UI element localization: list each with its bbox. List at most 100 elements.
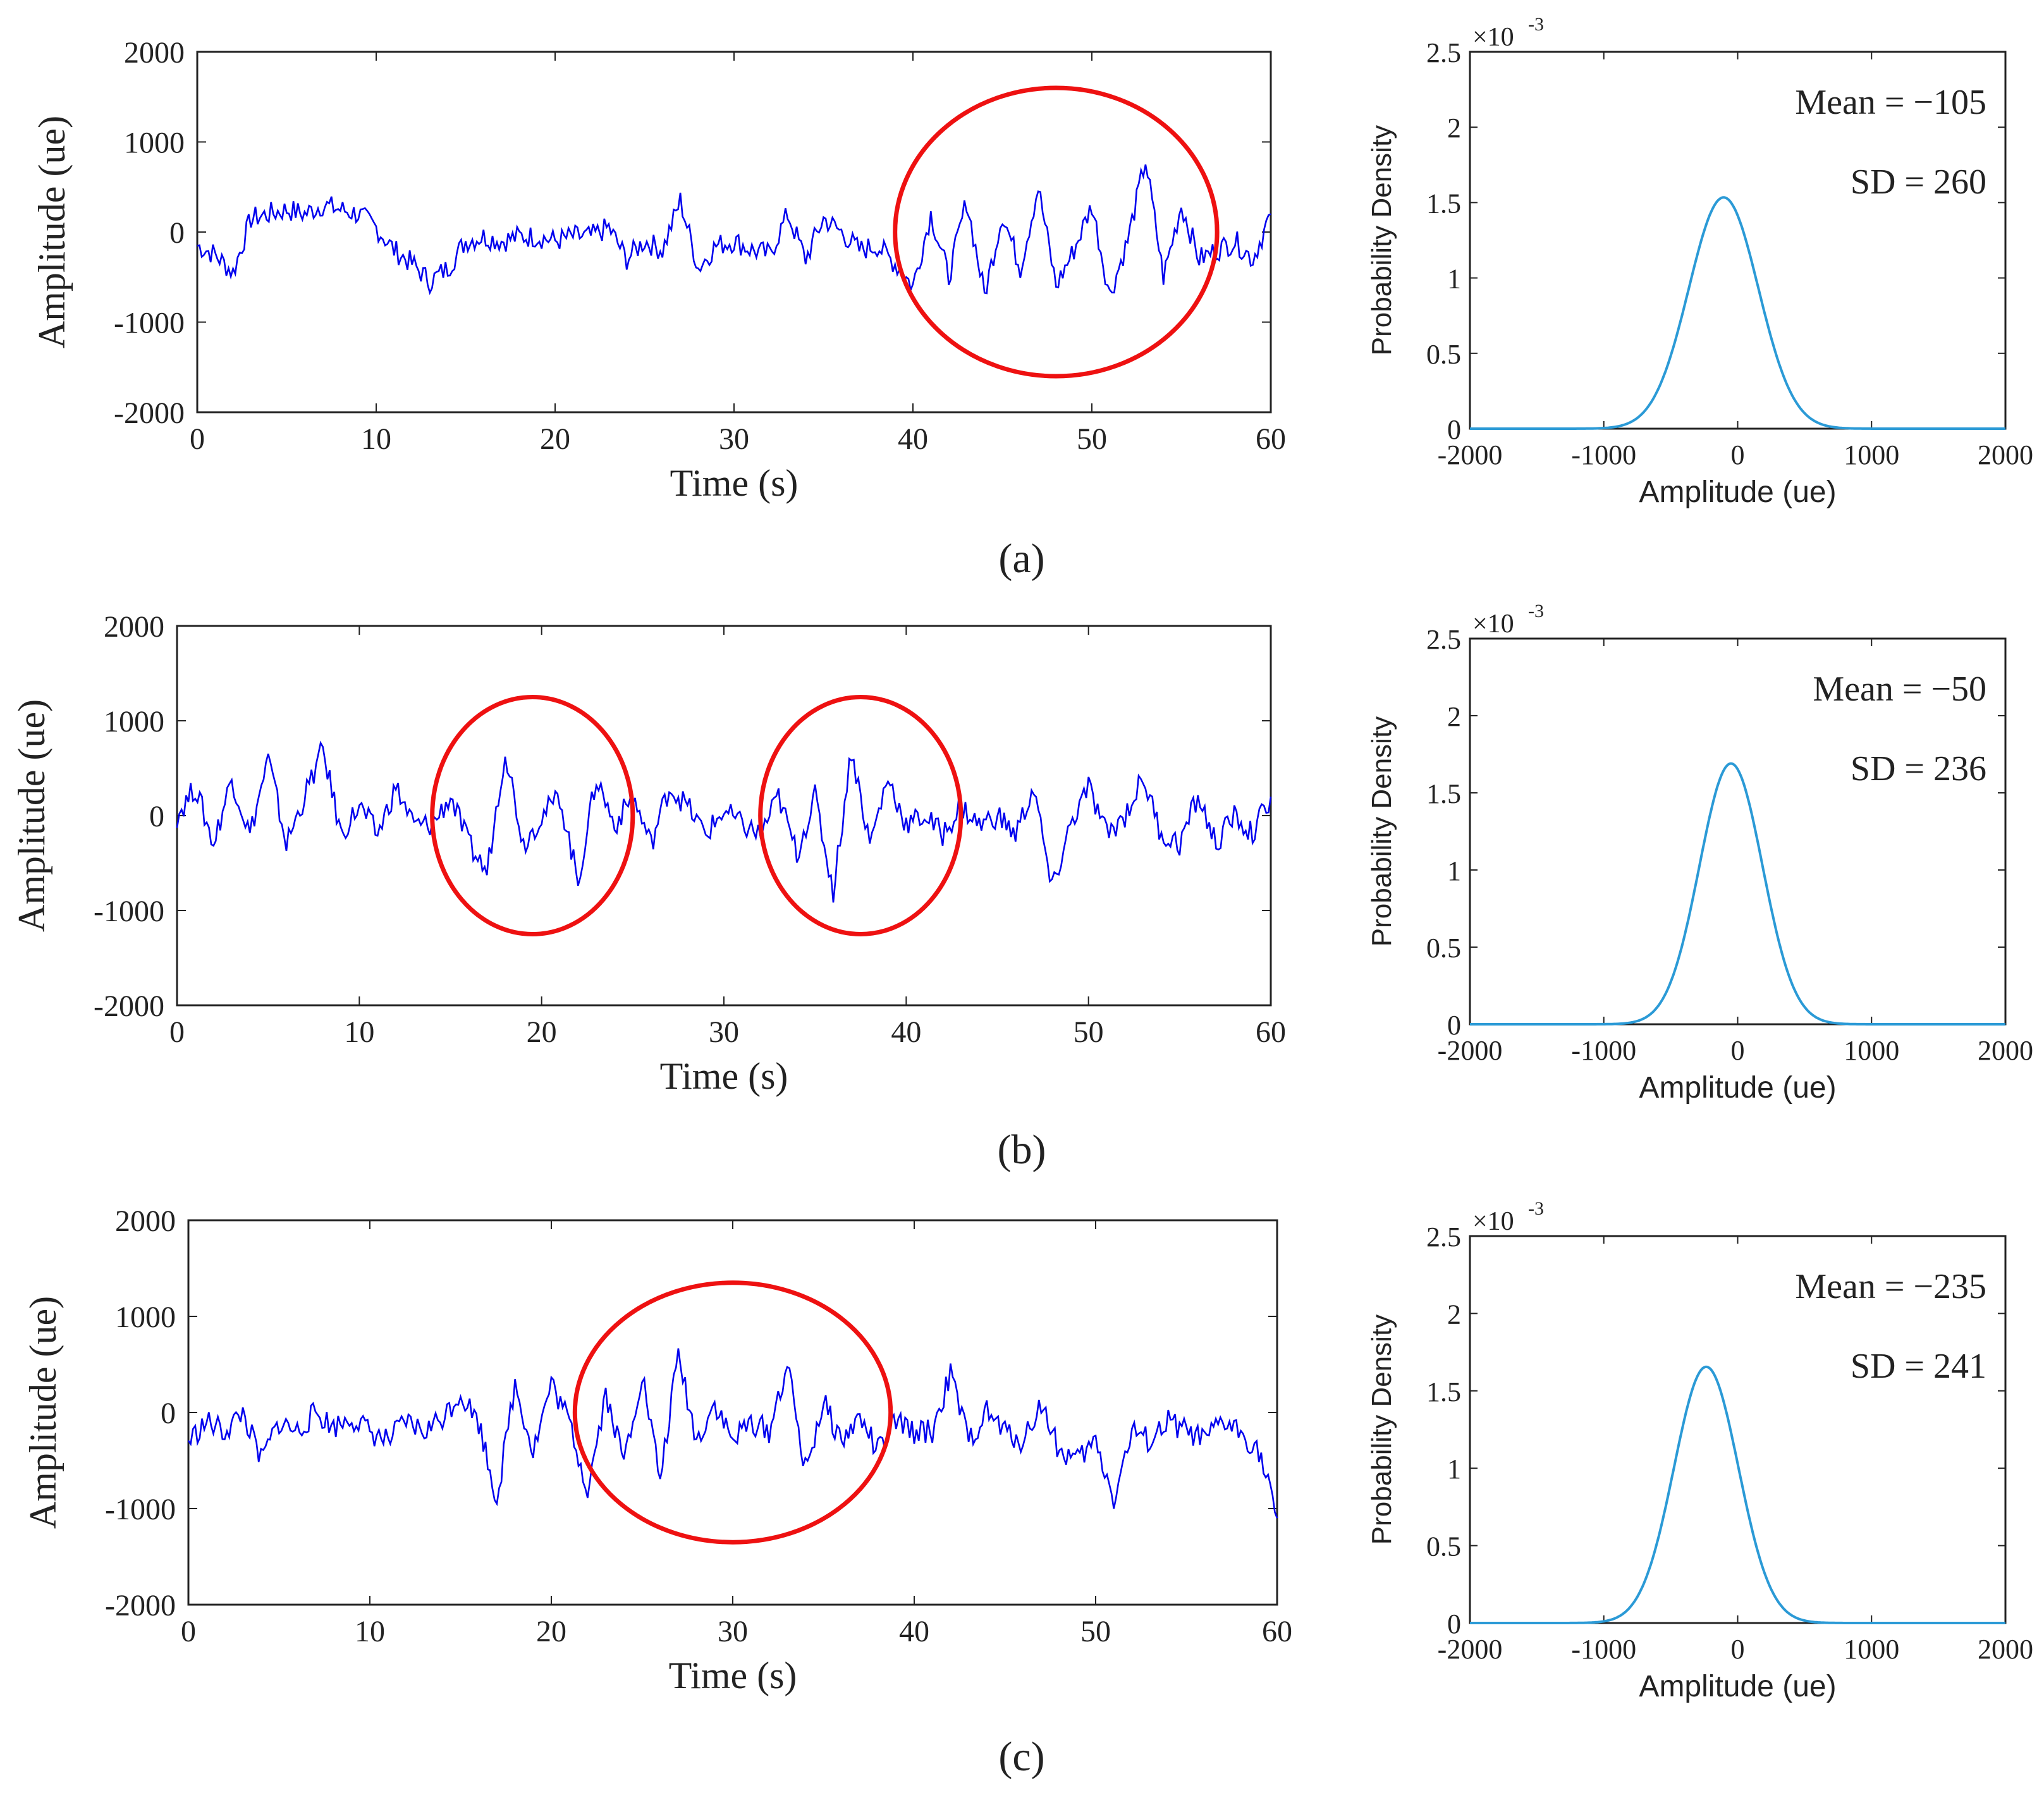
pdf-scale-label: ×10: [1472, 23, 1514, 52]
pdf-y-tick-label: 0: [1447, 1010, 1461, 1041]
pdf-y-tick-label: 1: [1447, 855, 1461, 886]
y-tick-label: 1000: [115, 1301, 176, 1334]
x-tick-label: 40: [899, 1615, 929, 1648]
x-tick-label: 60: [1256, 422, 1286, 456]
pdf-y-tick-label: 1: [1447, 1454, 1461, 1485]
pdf-y-tick-label: 2: [1447, 1299, 1461, 1330]
time-plot-frame: [196, 51, 1272, 413]
pdf-x-axis-label: Amplitude (ue): [1639, 475, 1836, 509]
x-tick-label: 60: [1256, 1015, 1286, 1049]
pdf-y-tick-label: 1: [1447, 264, 1461, 295]
pdf-y-tick-label: 0.5: [1426, 339, 1461, 370]
pdf-x-tick-label: 2000: [1978, 1035, 2033, 1066]
pdf-x-tick-label: 1000: [1844, 1634, 1899, 1665]
sd-annotation: SD = 236: [1851, 749, 1986, 788]
time-y-axis-label: Amplitude (ue): [11, 699, 52, 932]
x-tick-label: 0: [169, 1015, 185, 1049]
pdf-y-tick-label: 2: [1447, 701, 1461, 732]
pdf-y-tick-label: 2.5: [1426, 624, 1461, 655]
pdf-x-axis-label: Amplitude (ue): [1639, 1071, 1836, 1105]
pdf-y-tick-label: 1.5: [1426, 188, 1461, 219]
pdf-curve-line: [1470, 1365, 2005, 1624]
x-tick-label: 0: [190, 422, 205, 456]
pdf-x-tick-label: -2000: [1438, 1634, 1503, 1665]
x-tick-label: 0: [181, 1615, 196, 1648]
time-x-axis-label: Time (s): [670, 462, 799, 504]
y-tick-label: -1000: [105, 1493, 176, 1526]
pdf-y-axis-label: Probability Density: [1366, 125, 1397, 355]
pdf-scale-label: ×10: [1472, 1207, 1514, 1236]
pdf-y-tick-label: 1.5: [1426, 1376, 1461, 1407]
pdf-scale-exponent: -3: [1528, 14, 1544, 35]
pdf-y-tick-label: 2: [1447, 113, 1461, 144]
x-tick-label: 30: [709, 1015, 739, 1049]
pdf-x-axis-label: Amplitude (ue): [1639, 1670, 1836, 1703]
pdf-y-tick-label: 0: [1447, 414, 1461, 445]
panel-caption: (a): [998, 536, 1044, 582]
mean-annotation: Mean = −235: [1795, 1267, 1986, 1306]
y-tick-label: -1000: [94, 895, 164, 928]
pdf-y-tick-label: 2.5: [1426, 1222, 1461, 1253]
x-tick-label: 50: [1077, 422, 1107, 456]
pdf-x-tick-label: 0: [1731, 439, 1745, 470]
signal-series-line: [187, 1348, 1278, 1519]
pdf-x-tick-label: 1000: [1844, 1035, 1899, 1066]
x-tick-label: 50: [1080, 1615, 1111, 1648]
y-tick-label: 1000: [104, 705, 164, 738]
x-tick-label: 50: [1074, 1015, 1104, 1049]
pdf-x-tick-label: 0: [1731, 1634, 1745, 1665]
pdf-scale-label: ×10: [1472, 609, 1514, 639]
pdf-y-tick-label: 0: [1447, 1608, 1461, 1639]
signal-series-line: [176, 740, 1272, 903]
y-tick-label: 0: [149, 800, 164, 833]
y-tick-label: -2000: [105, 1589, 176, 1622]
highlight-ellipse: [430, 695, 635, 936]
x-tick-label: 30: [718, 1615, 748, 1648]
y-tick-label: -2000: [94, 989, 164, 1023]
pdf-x-tick-label: -1000: [1571, 1035, 1636, 1066]
time-x-axis-label: Time (s): [669, 1655, 797, 1696]
x-tick-label: 10: [344, 1015, 374, 1049]
mean-annotation: Mean = −105: [1795, 83, 1986, 122]
sd-annotation: SD = 241: [1851, 1347, 1986, 1386]
pdf-x-tick-label: 0: [1731, 1035, 1745, 1066]
pdf-x-tick-label: 1000: [1844, 439, 1899, 470]
x-tick-label: 10: [361, 422, 391, 456]
sd-annotation: SD = 260: [1851, 162, 1986, 202]
y-tick-label: 0: [169, 216, 185, 250]
highlight-ellipse: [758, 695, 964, 936]
x-tick-label: 40: [891, 1015, 921, 1049]
mean-annotation: Mean = −50: [1813, 670, 1986, 709]
pdf-x-tick-label: -2000: [1438, 1035, 1503, 1066]
panel-caption: (c): [998, 1734, 1044, 1780]
y-tick-label: -2000: [114, 396, 185, 430]
pdf-y-tick-label: 1.5: [1426, 778, 1461, 809]
y-tick-label: 2000: [115, 1204, 176, 1238]
x-tick-label: 60: [1262, 1615, 1292, 1648]
x-tick-label: 40: [898, 422, 928, 456]
pdf-y-axis-label: Probability Density: [1366, 1314, 1397, 1545]
x-tick-label: 20: [536, 1615, 566, 1648]
y-tick-label: 0: [161, 1397, 176, 1430]
pdf-y-tick-label: 0.5: [1426, 1531, 1461, 1562]
y-tick-label: 2000: [124, 36, 185, 70]
pdf-curve-line: [1470, 196, 2005, 430]
panel-caption: (b): [998, 1127, 1046, 1173]
pdf-x-tick-label: -1000: [1571, 439, 1636, 470]
highlight-ellipse: [572, 1280, 893, 1545]
x-tick-label: 30: [719, 422, 749, 456]
time-y-axis-label: Amplitude (ue): [22, 1296, 64, 1529]
time-x-axis-label: Time (s): [660, 1055, 788, 1097]
y-tick-label: 2000: [104, 610, 164, 644]
x-tick-label: 20: [527, 1015, 557, 1049]
time-y-axis-label: Amplitude (ue): [31, 116, 73, 348]
pdf-y-tick-label: 0.5: [1426, 933, 1461, 964]
x-tick-label: 20: [540, 422, 570, 456]
y-tick-label: 1000: [124, 126, 185, 160]
pdf-x-tick-label: -2000: [1438, 439, 1503, 470]
pdf-curve-line: [1470, 762, 2005, 1026]
pdf-y-axis-label: Probability Density: [1366, 716, 1397, 946]
x-tick-label: 10: [355, 1615, 385, 1648]
